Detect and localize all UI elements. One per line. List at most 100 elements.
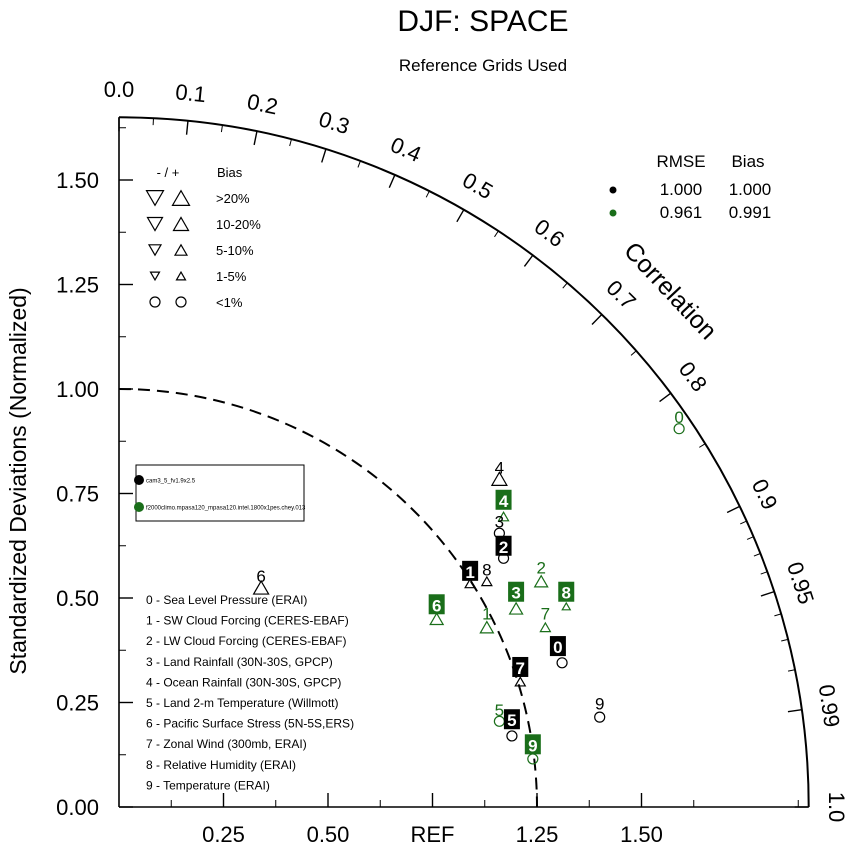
label-1-9: 9 bbox=[528, 736, 537, 755]
correlation-minor-tick bbox=[740, 520, 747, 525]
label-0-9: 9 bbox=[595, 695, 604, 714]
correlation-minor-tick bbox=[494, 230, 499, 238]
correlation-tick-label: 0.0 bbox=[104, 77, 135, 102]
point-1-4 bbox=[497, 510, 510, 522]
y-tick-label: 1.25 bbox=[56, 273, 99, 298]
case-legend-name: f2000climo.mpasa120_mpasa120.intel.1800x… bbox=[146, 506, 306, 512]
point-1-2 bbox=[533, 574, 549, 588]
label-0-6: 6 bbox=[256, 567, 265, 586]
variable-list-item: 9 - Temperature (ERAI) bbox=[146, 778, 270, 792]
bias-legend-marker-positive bbox=[173, 243, 189, 256]
bias-legend-row-label: 5-10% bbox=[216, 243, 254, 258]
bias-legend-marker-positive bbox=[171, 189, 191, 206]
summary-header-rmse: RMSE bbox=[656, 152, 705, 171]
label-1-4: 4 bbox=[499, 492, 509, 511]
point-1-3 bbox=[508, 601, 524, 615]
y-tick-label: 0.50 bbox=[56, 586, 99, 611]
y-tick-label: 1.00 bbox=[56, 377, 99, 402]
label-box-1-8 bbox=[558, 581, 575, 602]
bias-legend-marker-positive bbox=[175, 270, 187, 281]
case-legend-box bbox=[135, 464, 305, 522]
y-tick-label: 0.75 bbox=[56, 482, 99, 507]
point-1-0 bbox=[673, 423, 685, 435]
case-legend: cam3_5_fv1.9x2.5 f2000climo.mpasa120_mpas… bbox=[134, 464, 306, 522]
summary-row-dot bbox=[609, 186, 617, 194]
variable-list-item: 7 - Zonal Wind (300mb, ERAI) bbox=[146, 737, 307, 751]
correlation-tick-label: 0.95 bbox=[782, 559, 819, 607]
bias-legend-marker-negative bbox=[149, 271, 161, 282]
correlation-tick-label: 1.0 bbox=[824, 792, 849, 823]
variable-list-item: 2 - LW Cloud Forcing (CERES-EBAF) bbox=[146, 634, 347, 648]
label-box-0-7 bbox=[512, 656, 529, 677]
label-box-0-5 bbox=[503, 709, 520, 730]
point-1-7 bbox=[539, 621, 552, 633]
bias-legend-marker-negative bbox=[146, 216, 164, 232]
correlation-minor-tick bbox=[774, 613, 782, 617]
x-tick-label: REF bbox=[411, 822, 455, 847]
variable-list-item: 4 - Ocean Rainfall (30N-30S, GPCP) bbox=[146, 675, 341, 689]
y-tick-label: 0.25 bbox=[56, 691, 99, 716]
x-tick-label: 0.50 bbox=[307, 822, 350, 847]
case-legend-dot bbox=[134, 475, 144, 485]
correlation-tick bbox=[523, 254, 534, 267]
y-tick-label: 0.00 bbox=[56, 795, 99, 820]
correlation-tick-label: 0.1 bbox=[174, 79, 207, 107]
correlation-minor-tick bbox=[220, 125, 223, 133]
point-0-1 bbox=[464, 577, 477, 589]
correlation-minor-tick bbox=[781, 638, 789, 642]
label-box-1-4 bbox=[495, 489, 512, 510]
variable-list-item: 1 - SW Cloud Forcing (CERES-EBAF) bbox=[146, 614, 349, 628]
reference-arc bbox=[118, 388, 538, 808]
variable-list-item: 0 - Sea Level Pressure (ERAI) bbox=[146, 593, 307, 607]
point-0-5 bbox=[506, 730, 518, 742]
label-0-2: 2 bbox=[499, 538, 508, 557]
bias-legend-marker-positive bbox=[172, 216, 190, 232]
correlation-minor-tick bbox=[699, 443, 706, 448]
point-0-0 bbox=[556, 657, 568, 669]
chart-subtitle: Reference Grids Used bbox=[399, 56, 567, 75]
correlation-tick bbox=[456, 209, 465, 223]
bias-legend-marker-negative bbox=[145, 190, 165, 207]
summary-row-rmse: 0.961 bbox=[660, 203, 703, 222]
label-0-7: 7 bbox=[516, 659, 525, 678]
variable-list-item: 5 - Land 2-m Temperature (Willmott) bbox=[146, 696, 339, 710]
bias-legend-row-label: >20% bbox=[216, 191, 250, 206]
correlation-tick bbox=[321, 148, 327, 163]
summary-header-bias: Bias bbox=[731, 152, 764, 171]
point-0-7 bbox=[514, 676, 527, 687]
correlation-minor-tick bbox=[760, 571, 768, 575]
x-tick-label: 1.50 bbox=[620, 822, 663, 847]
label-0-5: 5 bbox=[507, 711, 516, 730]
correlation-tick-label: 0.4 bbox=[387, 132, 425, 167]
correlation-minor-tick bbox=[562, 282, 568, 289]
point-1-1 bbox=[479, 620, 495, 634]
correlation-tick bbox=[388, 174, 396, 188]
correlation-tick-label: 0.9 bbox=[747, 475, 783, 513]
point-0-9 bbox=[594, 711, 606, 723]
summary-table: RMSE Bias 1.000 1.000 0.961 0.991 bbox=[609, 152, 772, 222]
correlation-tick-label: 0.8 bbox=[674, 357, 712, 396]
bias-legend-bias-header: Bias bbox=[217, 165, 243, 180]
correlation-tick-label: 0.6 bbox=[530, 214, 569, 252]
point-1-8 bbox=[561, 601, 572, 611]
correlation-minor-tick bbox=[753, 553, 761, 557]
correlation-tick bbox=[760, 590, 775, 597]
axes-group: 0.000.250.500.751.001.251.500.25 0.50 REF 1… bbox=[5, 116, 810, 847]
label-1-5: 5 bbox=[495, 701, 504, 720]
label-1-8: 8 bbox=[562, 584, 571, 603]
correlation-tick-label: 0.3 bbox=[316, 106, 353, 139]
correlation-minor-tick bbox=[630, 350, 637, 356]
correlation-tick bbox=[787, 709, 802, 713]
chart-title: DJF: SPACE bbox=[397, 5, 568, 38]
point-0-6 bbox=[252, 579, 270, 595]
label-1-0: 0 bbox=[674, 408, 683, 427]
bias-legend-row-label: <1% bbox=[216, 295, 243, 310]
label-box-1-6 bbox=[428, 594, 445, 615]
label-1-6: 6 bbox=[432, 596, 441, 615]
case-legend-name: cam3_5_fv1.9x2.5 bbox=[146, 479, 196, 485]
label-1-1: 1 bbox=[482, 605, 491, 624]
summary-row-bias: 1.000 bbox=[729, 180, 772, 199]
correlation-tick bbox=[185, 120, 189, 135]
